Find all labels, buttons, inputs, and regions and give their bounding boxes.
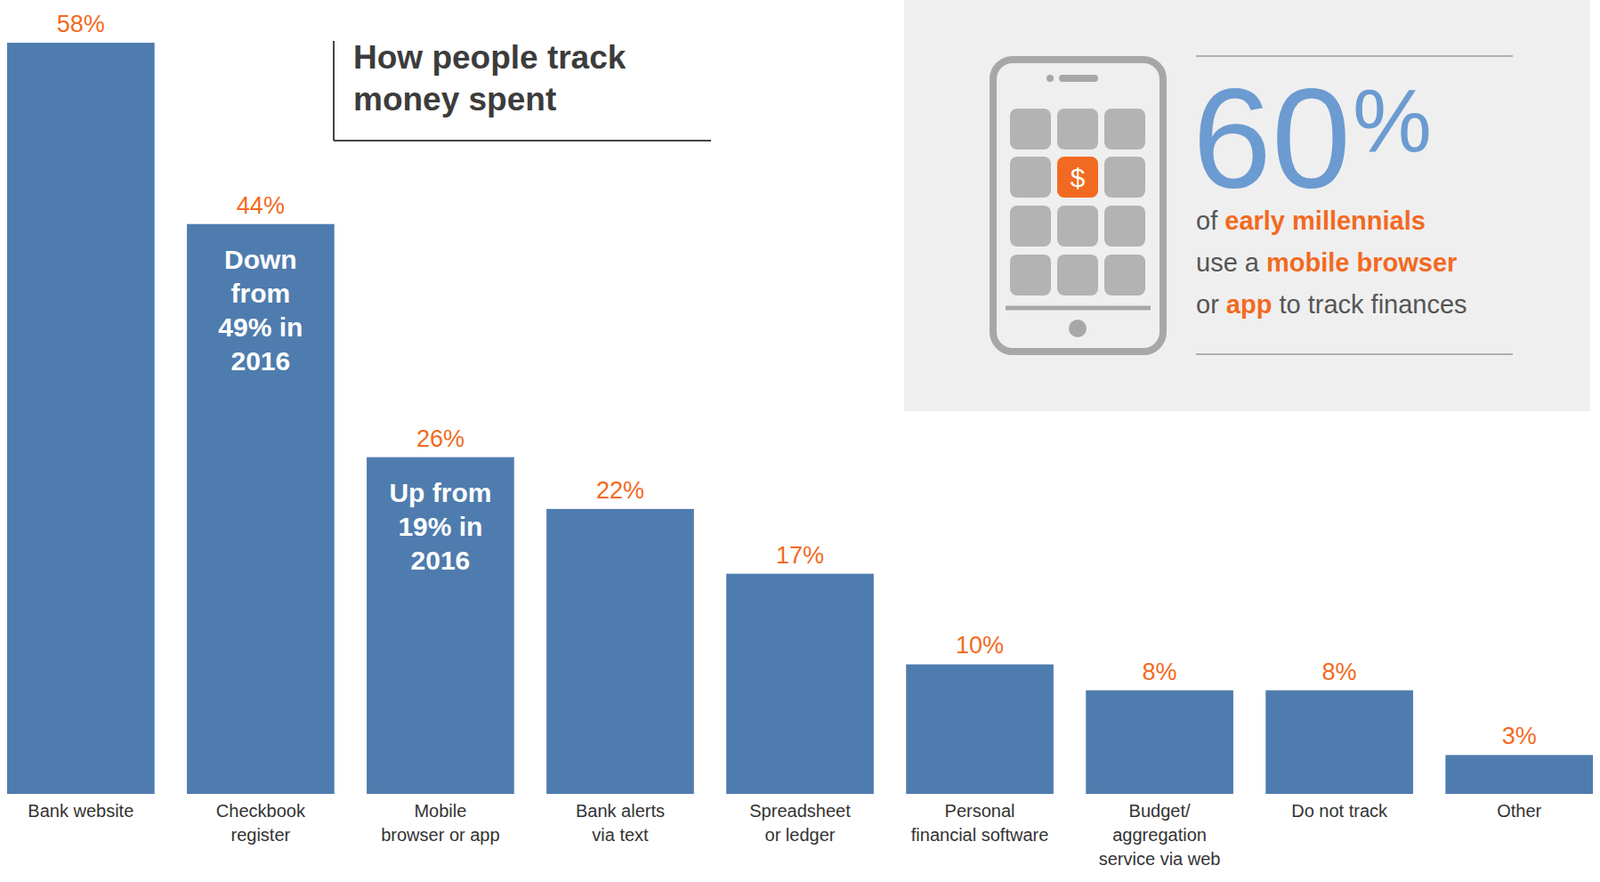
- callout-value: 60: [1192, 57, 1351, 218]
- annotations: Downfrom49% in2016Up from19% in2016: [218, 244, 492, 575]
- category-label-line: Budget/: [1129, 800, 1191, 821]
- annotation-line: Up from: [388, 477, 492, 508]
- data-labels: 58% 44% 26% 22% 17% 10% 8% 8% 3%: [56, 10, 1537, 750]
- data-label: 10%: [955, 631, 1004, 659]
- bars: [7, 42, 1593, 794]
- bar: [1085, 690, 1234, 794]
- annotation-line: 2016: [231, 346, 291, 376]
- data-label: 8%: [1322, 658, 1358, 686]
- bar: [186, 224, 335, 794]
- category-label: Budget/aggregation service via web: [1098, 800, 1221, 869]
- callout-text: or: [1195, 290, 1227, 319]
- category-label-line: Bank website: [27, 800, 134, 821]
- bar: [726, 573, 874, 794]
- callout-text-line: use a mobile browser: [1195, 248, 1457, 277]
- category-labels: Bank website Checkbook register Mobile brows…: [27, 800, 1542, 869]
- category-label-line: via text: [591, 824, 649, 845]
- category-label: Do not track: [1291, 800, 1389, 821]
- category-label: Checkbook register: [216, 800, 307, 845]
- annotation: Up from19% in2016: [388, 477, 492, 575]
- data-label: 22%: [596, 476, 645, 504]
- callout-text-line: or app to track finances: [1195, 290, 1468, 319]
- category-label: Other: [1496, 800, 1542, 821]
- callout-text: of: [1195, 206, 1225, 235]
- category-label-line: Bank alerts: [575, 800, 665, 821]
- bar: [546, 509, 695, 794]
- app-icon: [1057, 254, 1099, 296]
- category-label-line: Personal: [945, 800, 1016, 821]
- callout-rule-top: [1195, 55, 1513, 57]
- category-label: Bank alerts via text: [575, 800, 665, 845]
- callout: $60% of early millennials use a mobile bro…: [904, 0, 1591, 412]
- bar: [1445, 754, 1593, 794]
- annotation: Downfrom 49% in 2016: [218, 244, 303, 376]
- phone-icon: $: [993, 59, 1164, 352]
- callout-unit: %: [1352, 70, 1432, 170]
- title-rule-bottom: [333, 139, 712, 142]
- app-icon: [1010, 205, 1051, 247]
- app-icon-highlight: [1057, 156, 1099, 198]
- bar: [366, 457, 515, 794]
- app-icon: [1104, 156, 1146, 198]
- app-icon: [1010, 254, 1051, 296]
- data-label: 17%: [775, 541, 825, 569]
- data-label: 58%: [56, 10, 106, 38]
- category-label: Spreadsheet or ledger: [749, 800, 851, 845]
- phone-body: [993, 59, 1164, 352]
- category-label-line: Spreadsheet: [749, 800, 851, 821]
- category-label-line: Other: [1496, 800, 1542, 821]
- app-icon: [1057, 108, 1099, 150]
- category-label-line: Mobile: [413, 800, 467, 821]
- callout-text-line: of early millennials: [1195, 206, 1426, 235]
- app-icon-symbol: $: [1070, 162, 1086, 193]
- bar: [1265, 690, 1414, 794]
- annotation-line: from: [231, 278, 291, 308]
- chart-title-line: money spent: [353, 80, 557, 118]
- category-label: Mobile browser or app: [380, 800, 500, 845]
- bar: [7, 42, 155, 794]
- category-label-line: Checkbook: [216, 800, 307, 821]
- category-label-line: register: [231, 824, 291, 845]
- chart-title-line: How people track: [353, 39, 627, 76]
- app-icon: [1057, 205, 1099, 247]
- bar: [905, 663, 1054, 794]
- app-icon: [1010, 156, 1051, 198]
- data-label: 44%: [236, 192, 285, 219]
- annotation-line: 49% in: [218, 312, 303, 342]
- data-label: 8%: [1142, 658, 1178, 686]
- callout-highlight: mobile browser: [1266, 248, 1457, 277]
- callout-text: to track finances: [1271, 290, 1467, 319]
- app-icon: [1104, 254, 1146, 296]
- annotation-line: 2016: [411, 545, 471, 575]
- title-block: How people track money spent: [333, 39, 712, 141]
- data-label: 3%: [1502, 722, 1537, 750]
- category-label: Personal financial software: [911, 800, 1050, 845]
- page: {"chart_data": {"type": "bar", "title": …: [0, 0, 1600, 882]
- category-label-line: financial software: [911, 824, 1050, 845]
- annotation-line: 19% in: [397, 511, 483, 542]
- callout-text: use a: [1195, 248, 1267, 277]
- app-icon: [1010, 108, 1051, 150]
- data-label: 26%: [416, 425, 465, 453]
- chart-canvas: $60% of early millennials use a mobile bro…: [0, 0, 1600, 882]
- title-rule-left: [332, 40, 335, 141]
- phone-speaker: [1058, 74, 1099, 82]
- category-label-line: service via web: [1098, 848, 1221, 869]
- phone-camera: [1046, 74, 1054, 82]
- category-label-line: aggregation: [1112, 824, 1207, 845]
- chart-title: How people track money spent: [353, 39, 627, 118]
- category-label-line: Do not track: [1291, 800, 1389, 821]
- callout-rule-bottom: [1195, 353, 1513, 356]
- app-icon: [1104, 205, 1146, 247]
- app-icon: [1104, 108, 1146, 150]
- category-label-line: or ledger: [765, 824, 836, 845]
- category-label-line: browser or app: [380, 824, 500, 845]
- callout-highlight: app: [1226, 290, 1273, 319]
- phone-home-button: [1068, 319, 1087, 338]
- callout-highlight: early millennials: [1224, 206, 1426, 235]
- callout-background: [904, 0, 1591, 412]
- category-label: Bank website: [27, 800, 134, 821]
- annotation-line: Down: [224, 244, 298, 275]
- phone-screen-edge: [1005, 306, 1151, 311]
